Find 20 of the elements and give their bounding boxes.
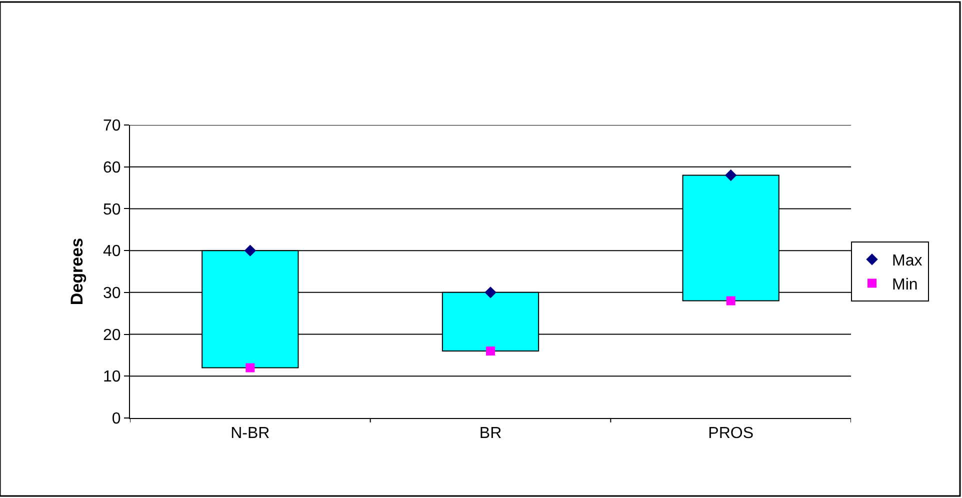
point <box>726 296 736 306</box>
point <box>484 286 496 298</box>
legend-label: Min <box>892 276 918 294</box>
point <box>486 346 495 356</box>
legend-label: Max <box>892 252 922 270</box>
y-tick-label: 20 <box>103 326 121 344</box>
y-tick-label: 30 <box>103 285 121 302</box>
y-tick-label: 50 <box>103 201 121 218</box>
y-tick-label: 0 <box>112 410 121 428</box>
x-tick-label: N-BR <box>230 425 270 442</box>
point <box>244 244 256 256</box>
y-tick-label: 40 <box>103 243 121 260</box>
point <box>246 363 255 372</box>
y-axis-title: Degrees <box>68 238 87 306</box>
x-tick-label: PROS <box>708 425 754 442</box>
point <box>724 169 737 182</box>
y-tick-label: 70 <box>103 118 121 135</box>
y-tick-label: 60 <box>103 159 121 176</box>
x-tick-label: BR <box>479 425 502 442</box>
y-tick-label: 10 <box>103 368 121 386</box>
